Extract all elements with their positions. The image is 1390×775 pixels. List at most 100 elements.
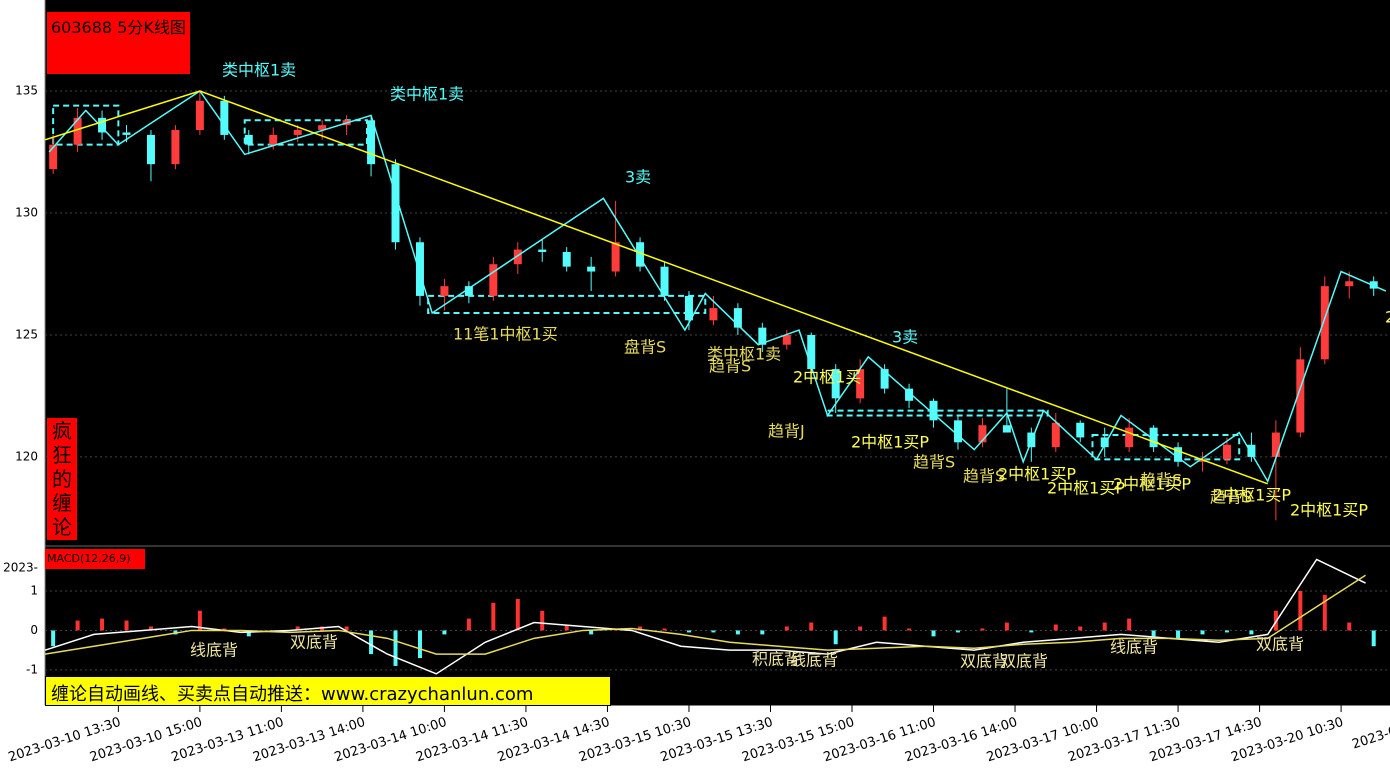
macd-bar (491, 602, 496, 631)
segment-line (44, 90, 1268, 485)
macd-bar (466, 618, 471, 631)
macd-bar (686, 630, 691, 633)
macd-bar (760, 630, 765, 635)
banner: 缠论自动画线、买卖点自动推送：www.crazychanlun.com (45, 676, 611, 706)
macd-bar (955, 630, 960, 633)
annotation: 趋背S (963, 467, 1005, 486)
y-tick-label: 120 (15, 449, 38, 463)
macd-bar (711, 630, 716, 633)
candle-body (513, 249, 522, 265)
macd-bar (1176, 630, 1181, 639)
candle-body (122, 132, 131, 135)
candle-body (1149, 427, 1158, 448)
candle-body (293, 130, 302, 135)
macd-bar (662, 628, 667, 631)
annotation: 2中枢1买P (1290, 501, 1368, 520)
macd-bar (882, 616, 887, 631)
candle-body (73, 117, 82, 145)
macd-bar (1078, 626, 1083, 631)
candle-body (391, 164, 400, 243)
macd-bar (833, 630, 838, 645)
macd-bar (638, 626, 643, 631)
candle-body (929, 400, 938, 421)
macd-bar (344, 626, 349, 631)
candle-body (195, 100, 204, 131)
candle-body (905, 388, 914, 401)
macd-bar (1151, 630, 1156, 637)
candle-body (269, 134, 278, 145)
pivot-box (243, 119, 368, 146)
annotation: 盘背S (624, 338, 666, 357)
plot-background (45, 0, 1390, 705)
candle-body (880, 369, 889, 389)
annotation: 趋背J (768, 422, 805, 441)
candle-body (1320, 286, 1329, 360)
y-tick-label: -1 (26, 662, 38, 676)
pivot-box (1091, 433, 1241, 461)
candle-body (562, 252, 571, 267)
candle-body (1174, 447, 1183, 462)
annotation: 双底背 (960, 652, 1008, 671)
candle-body (1051, 422, 1060, 448)
macd-bar (295, 626, 300, 631)
candle-body (1296, 359, 1305, 433)
macd-bar (442, 630, 447, 635)
macd-bar (1347, 622, 1352, 631)
candle-body (1100, 437, 1109, 448)
annotation: 双底背 (290, 633, 338, 652)
candle-body (807, 334, 816, 370)
candle-body (318, 125, 327, 131)
annotation: 2中枢1买P (1047, 479, 1125, 498)
candle-body (220, 100, 229, 135)
candle-body (953, 420, 962, 443)
candle-body (1076, 422, 1085, 438)
candle-body (684, 295, 693, 321)
annotation: 2 (1385, 308, 1390, 327)
candle-body (415, 242, 424, 296)
title: 603688 5分K线图 (51, 18, 186, 37)
macd-bar (1127, 618, 1132, 631)
macd-bar (858, 626, 863, 631)
macd-bar (784, 626, 789, 631)
y-tick-label: 135 (15, 83, 38, 97)
title-box: 603688 5分K线图 (47, 12, 190, 74)
macd-title: MACD(12,26,9) (45, 549, 145, 569)
y-tick-label: 125 (15, 327, 38, 341)
macd-bar (393, 630, 398, 666)
x-tick-label: 2023-03-20 (1350, 715, 1390, 753)
annotation: 积底背 (752, 650, 800, 669)
candle-body (440, 286, 449, 296)
macd-bar (809, 622, 814, 631)
candle-body (1247, 444, 1256, 457)
stroke-line (48, 89, 1387, 484)
macd-bar (222, 628, 227, 631)
macd-bar (931, 630, 936, 637)
macd-bar (417, 630, 422, 659)
macd-bar (148, 626, 153, 631)
macd-bar (1224, 630, 1229, 633)
macd-bar (589, 630, 594, 635)
macd-bar (124, 620, 129, 631)
annotation: 2中枢1买P (1113, 475, 1191, 494)
candle-body (1125, 427, 1134, 448)
macd-bar (1298, 590, 1303, 631)
macd-bar (100, 618, 105, 631)
candle-body (1222, 444, 1231, 460)
annotation: 趋背S (1210, 488, 1252, 507)
annotation: 2中枢1买P (998, 465, 1076, 484)
candle-body (98, 117, 107, 133)
candle-body (587, 266, 596, 272)
macd-bar (540, 610, 545, 631)
pivot-box (826, 409, 1049, 417)
annotation: 类中枢1卖 (390, 85, 464, 104)
macd-bar (246, 630, 251, 637)
annotation: 双底背 (1000, 652, 1048, 671)
macd-bar (1102, 622, 1107, 631)
annotation: 类中枢1卖 (707, 345, 781, 364)
y-tick-label: 1 (30, 583, 38, 597)
candle-body (856, 369, 865, 399)
candle-body (1271, 432, 1280, 457)
candle-body (244, 134, 253, 145)
macd-bar (1322, 594, 1327, 631)
annotation: 类中枢1卖 (222, 61, 296, 80)
